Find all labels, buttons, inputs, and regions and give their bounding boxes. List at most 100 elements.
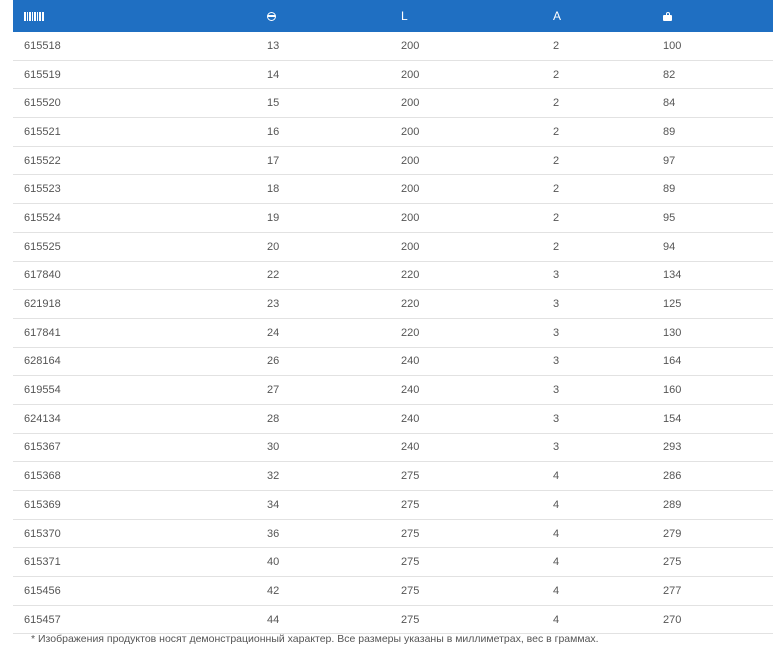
cell-weight: 95 — [663, 211, 676, 224]
cell-length: 275 — [401, 470, 420, 483]
cell-weight: 275 — [663, 556, 682, 569]
cell-weight: 289 — [663, 498, 682, 511]
weight-icon — [663, 11, 672, 21]
cell-article: 615521 — [24, 125, 61, 138]
table-row: 615523 18 200 2 89 — [13, 175, 773, 205]
cell-weight: 125 — [663, 298, 682, 311]
header-article — [13, 11, 267, 21]
cell-a: 4 — [553, 556, 560, 569]
cell-diameter: 32 — [267, 470, 280, 483]
table-row: 619554 27 240 3 160 — [13, 376, 773, 405]
cell-weight: 100 — [663, 39, 682, 52]
cell-a: 4 — [553, 498, 560, 511]
table-row: 615370 36 275 4 279 — [13, 520, 773, 549]
cell-length: 200 — [401, 39, 420, 52]
table-row: 615525 20 200 2 94 — [13, 233, 773, 262]
cell-article: 615370 — [24, 527, 61, 540]
table-row: 624134 28 240 3 154 — [13, 405, 773, 434]
cell-diameter: 44 — [267, 613, 280, 626]
cell-diameter: 14 — [267, 68, 280, 81]
cell-a: 2 — [553, 125, 560, 138]
cell-weight: 134 — [663, 269, 682, 282]
cell-a: 2 — [553, 154, 560, 167]
cell-diameter: 27 — [267, 384, 280, 397]
cell-weight: 154 — [663, 412, 682, 425]
diameter-icon — [267, 11, 276, 21]
cell-diameter: 17 — [267, 154, 280, 167]
cell-length: 200 — [401, 68, 420, 81]
cell-weight: 160 — [663, 384, 682, 397]
table-row: 615522 17 200 2 97 — [13, 147, 773, 176]
cell-weight: 89 — [663, 125, 676, 138]
table-row: 615456 42 275 4 277 — [13, 577, 773, 606]
cell-a: 4 — [553, 527, 560, 540]
cell-article: 617841 — [24, 326, 61, 339]
cell-article: 628164 — [24, 355, 61, 368]
table-row: 628164 26 240 3 164 — [13, 348, 773, 377]
cell-article: 615369 — [24, 498, 61, 511]
cell-article: 615522 — [24, 154, 61, 167]
table-row: 615367 30 240 3 293 — [13, 434, 773, 463]
header-weight — [663, 11, 773, 21]
cell-length: 220 — [401, 326, 420, 339]
cell-article: 617840 — [24, 269, 61, 282]
table-header: L A — [13, 0, 773, 32]
cell-weight: 286 — [663, 470, 682, 483]
cell-article: 615519 — [24, 68, 61, 81]
table-body: 615518 13 200 2 100 615519 14 200 2 82 615520 15 200… — [13, 32, 773, 635]
cell-length: 240 — [401, 355, 420, 368]
table-row: 615521 16 200 2 89 — [13, 118, 773, 147]
cell-diameter: 30 — [267, 441, 280, 454]
cell-diameter: 15 — [267, 97, 280, 110]
cell-article: 615518 — [24, 39, 61, 52]
cell-article: 615520 — [24, 97, 61, 110]
cell-a: 3 — [553, 355, 560, 368]
cell-article: 621918 — [24, 298, 61, 311]
cell-a: 4 — [553, 584, 560, 597]
header-length: L — [401, 9, 408, 23]
cell-diameter: 13 — [267, 39, 280, 52]
cell-a: 2 — [553, 211, 560, 224]
cell-length: 200 — [401, 240, 420, 253]
cell-a: 4 — [553, 613, 560, 626]
cell-weight: 270 — [663, 613, 682, 626]
cell-length: 200 — [401, 125, 420, 138]
cell-a: 2 — [553, 240, 560, 253]
table-row: 615518 13 200 2 100 — [13, 32, 773, 61]
cell-length: 275 — [401, 556, 420, 569]
cell-diameter: 20 — [267, 240, 280, 253]
cell-length: 240 — [401, 441, 420, 454]
cell-article: 615371 — [24, 556, 61, 569]
cell-diameter: 40 — [267, 556, 280, 569]
cell-length: 275 — [401, 498, 420, 511]
table-row: 617840 22 220 3 134 — [13, 262, 773, 291]
cell-weight: 89 — [663, 183, 676, 196]
cell-article: 615456 — [24, 584, 61, 597]
table-row: 615524 19 200 2 95 — [13, 204, 773, 233]
cell-a: 3 — [553, 412, 560, 425]
table-row: 615369 34 275 4 289 — [13, 491, 773, 520]
cell-weight: 277 — [663, 584, 682, 597]
cell-a: 3 — [553, 298, 560, 311]
cell-diameter: 16 — [267, 125, 280, 138]
cell-article: 615457 — [24, 613, 61, 626]
cell-a: 3 — [553, 269, 560, 282]
cell-article: 615525 — [24, 240, 61, 253]
cell-weight: 130 — [663, 326, 682, 339]
cell-a: 4 — [553, 470, 560, 483]
cell-length: 220 — [401, 269, 420, 282]
cell-length: 200 — [401, 211, 420, 224]
table-row: 621918 23 220 3 125 — [13, 290, 773, 319]
footnote: * Изображения продуктов носят демонстрац… — [31, 633, 599, 645]
cell-a: 3 — [553, 441, 560, 454]
header-diameter — [267, 11, 401, 21]
cell-length: 240 — [401, 412, 420, 425]
product-table: L A 615518 13 200 2 100 615519 14 200 2 82 615520 1… — [13, 0, 773, 635]
cell-length: 200 — [401, 97, 420, 110]
cell-diameter: 24 — [267, 326, 280, 339]
cell-weight: 94 — [663, 240, 676, 253]
header-a: A — [553, 9, 562, 23]
table-row: 615457 44 275 4 270 — [13, 606, 773, 635]
cell-length: 240 — [401, 384, 420, 397]
table-row: 615371 40 275 4 275 — [13, 548, 773, 578]
